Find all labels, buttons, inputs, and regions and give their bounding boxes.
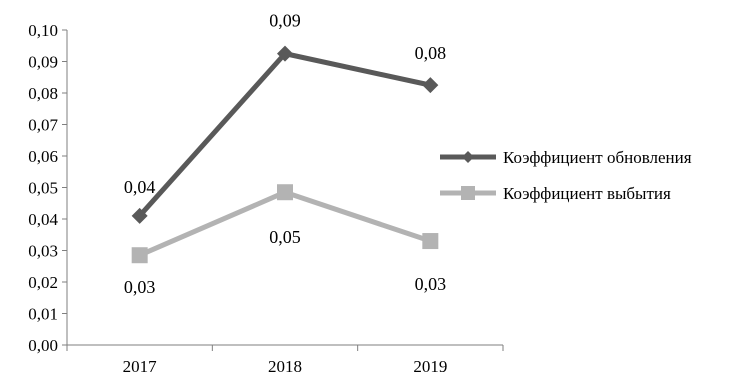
y-tick-label: 0,06: [28, 147, 58, 166]
y-tick-label: 0,08: [28, 84, 58, 103]
legend-marker-1: [462, 151, 474, 163]
series-markers: [131, 45, 439, 264]
series-2-point: [277, 184, 293, 201]
y-tick-label: 0,02: [28, 273, 58, 292]
series-1-point: [422, 77, 439, 94]
series-2-data-label: 0,03: [415, 274, 447, 294]
series-2-point: [422, 233, 439, 250]
series-lines: [137, 51, 432, 258]
y-tick-label: 0,10: [28, 21, 58, 40]
x-axis-ticks: 2017 2018 2019: [66, 345, 504, 376]
y-tick-label: 0,07: [28, 116, 58, 135]
series-1-point: [131, 207, 148, 224]
series-2-data-label: 0,05: [269, 227, 301, 247]
series-1-data-label: 0,04: [124, 177, 156, 197]
x-tick-label: 2018: [268, 357, 302, 376]
x-tick-label: 2019: [413, 357, 447, 376]
legend-marker-2: [461, 186, 475, 200]
legend: Коэффициент обновления Коэффициент выбыти…: [440, 148, 692, 203]
legend-label-2: Коэффициент выбытия: [503, 184, 671, 203]
series-2-point: [131, 247, 148, 264]
y-tick-label: 0,05: [28, 179, 58, 198]
y-axis-ticks: 0,00 0,01 0,02 0,03 0,04 0,05 0,06 0,07 0,08 0,09…: [28, 21, 67, 355]
legend-label-1: Коэффициент обновления: [503, 148, 692, 167]
x-tick-label: 2017: [123, 357, 158, 376]
y-tick-label: 0,01: [28, 305, 58, 324]
series-1-data-label: 0,08: [415, 43, 447, 63]
series-2-data-label: 0,03: [124, 277, 156, 297]
y-tick-label: 0,03: [28, 242, 58, 261]
y-tick-label: 0,09: [28, 53, 58, 72]
series-1-data-label: 0,09: [269, 11, 301, 31]
y-tick-label: 0,00: [28, 336, 58, 355]
y-tick-label: 0,04: [28, 210, 58, 229]
series-1-point: [277, 45, 293, 62]
data-labels: 0,04 0,09 0,08 0,03 0,05 0,03: [124, 11, 446, 298]
